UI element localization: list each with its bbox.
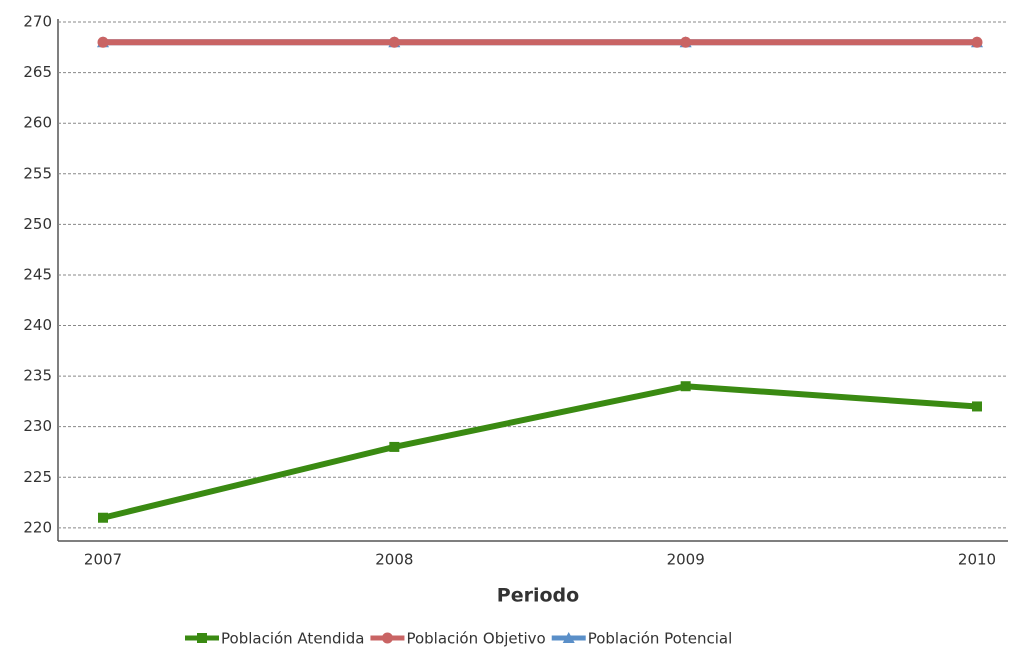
marker xyxy=(680,36,692,48)
x-tick-label: 2008 xyxy=(375,551,413,569)
marker xyxy=(381,632,393,644)
y-tick-label: 265 xyxy=(23,63,52,81)
y-tick-label: 240 xyxy=(23,316,52,334)
y-tick-label: 235 xyxy=(23,367,52,385)
legend-label: Población Objetivo xyxy=(406,630,545,648)
marker xyxy=(562,632,575,643)
x-tick-label: 2007 xyxy=(84,551,122,569)
marker xyxy=(972,401,982,412)
x-axis-title: Periodo xyxy=(497,585,579,607)
y-tick-label: 250 xyxy=(23,215,52,233)
y-tick-label: 230 xyxy=(23,417,52,435)
y-tick-label: 245 xyxy=(23,265,52,283)
x-tick-label: 2009 xyxy=(667,551,705,569)
y-tick-label: 255 xyxy=(23,164,52,182)
marker xyxy=(680,381,691,392)
legend-label: Población Potencial xyxy=(588,630,733,648)
y-tick-label: 260 xyxy=(23,114,52,132)
series-line xyxy=(102,383,978,521)
x-tick-label: 2010 xyxy=(958,551,996,569)
y-tick-label: 270 xyxy=(23,13,52,31)
marker xyxy=(197,633,207,643)
y-tick-label: 220 xyxy=(23,518,52,536)
y-tick-label: 225 xyxy=(23,468,52,486)
legend: Población Atendida Población Objetivo Pobl… xyxy=(185,630,732,648)
legend-label: Población Atendida xyxy=(221,630,364,648)
marker xyxy=(971,36,983,48)
marker xyxy=(388,36,400,48)
marker xyxy=(97,36,109,48)
marker xyxy=(389,441,400,452)
marker xyxy=(98,512,108,523)
